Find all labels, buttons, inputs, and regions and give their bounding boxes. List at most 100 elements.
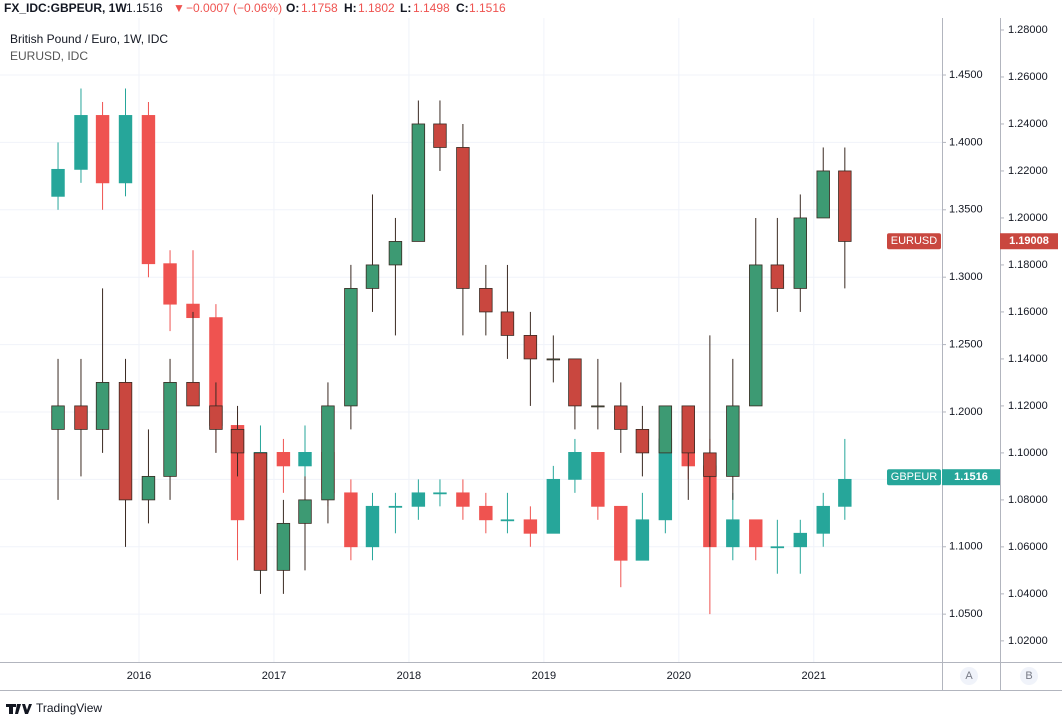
x-tick-label: 2018 [397, 670, 421, 682]
candle-body [523, 335, 538, 360]
candle-body [186, 382, 200, 407]
candle-body [411, 123, 426, 242]
y-tick-label: 1.3000 [949, 271, 983, 283]
scale-button[interactable] [960, 667, 978, 685]
y-tick-label: 1.4000 [949, 136, 983, 148]
scale-button[interactable] [1020, 667, 1038, 685]
candle-body [141, 475, 156, 501]
candle-body [298, 499, 312, 524]
y2-tick-label: 1.04000 [1008, 588, 1048, 600]
y2-tick-label: 1.10000 [1008, 447, 1048, 459]
candle-body [816, 505, 830, 534]
scale-button-label[interactable]: B [1025, 670, 1032, 682]
candle-body [591, 452, 605, 507]
open: 1.1758 [301, 1, 338, 15]
candle-body [500, 519, 515, 522]
legend-item: British Pound / Euro, 1W, IDC [10, 32, 168, 46]
candle-body [658, 405, 673, 454]
o-label: O: [286, 1, 299, 15]
y2-tick-label: 1.20000 [1008, 212, 1048, 224]
y2-tick-label: 1.16000 [1008, 306, 1048, 318]
price-tag-label: 1.1516 [954, 471, 988, 483]
candle-body [95, 382, 110, 430]
x-tick-label: 2019 [532, 670, 556, 682]
series-tag [887, 233, 941, 250]
y2-tick-label: 1.22000 [1008, 165, 1048, 177]
candle-body [51, 405, 65, 430]
candle-body [74, 405, 88, 430]
candle-body [500, 311, 515, 336]
candle-body [479, 288, 493, 313]
y2-tick-label: 1.18000 [1008, 259, 1048, 271]
candle-body [614, 405, 628, 430]
candle-body [770, 264, 785, 289]
candle-body [726, 519, 740, 548]
price-tag [1000, 233, 1058, 250]
symbol: FX_IDC:GBPEUR, 1W [4, 1, 127, 15]
candle-body [546, 358, 561, 361]
series-tag-label: EURUSD [891, 235, 938, 247]
y2-tick-label: 1.28000 [1008, 24, 1048, 36]
candle-body [51, 168, 65, 197]
candle-body [770, 546, 785, 549]
candle-body [388, 241, 403, 266]
price-tag [942, 469, 1000, 486]
candle-body [793, 217, 808, 289]
candle-body [433, 123, 447, 148]
brand[interactable]: TradingView [36, 701, 102, 715]
candle-body [276, 522, 291, 571]
candle-body [163, 263, 177, 305]
l-label: L: [400, 1, 411, 15]
candle-body [749, 264, 763, 407]
brand-logo[interactable] [6, 704, 32, 714]
scale-button-label[interactable]: A [965, 670, 973, 682]
candle-body [276, 452, 291, 467]
y2-tick-label: 1.02000 [1008, 635, 1048, 647]
candle-body [749, 519, 763, 548]
candle-body [591, 405, 605, 408]
candle-body [793, 532, 808, 548]
grid [0, 18, 942, 662]
candle-body [523, 519, 538, 534]
legend-item: EURUSD, IDC [10, 49, 88, 63]
x-tick-label: 2020 [667, 670, 691, 682]
candle-body [703, 452, 717, 477]
candle-body [433, 492, 447, 495]
candle-body [816, 170, 830, 219]
y2-tick-label: 1.24000 [1008, 118, 1048, 130]
candle-body [838, 478, 852, 507]
candle-body [838, 170, 852, 242]
candle-body [456, 147, 470, 289]
price: 1.1516 [126, 1, 163, 15]
candle-body [253, 452, 268, 571]
x-tick-label: 2016 [127, 670, 151, 682]
series-tag-label: GBPEUR [891, 471, 938, 483]
candle-body [118, 382, 133, 501]
candle-body [635, 428, 650, 454]
y-tick-label: 1.2500 [949, 338, 983, 350]
candle-body [298, 452, 312, 467]
x-tick-label: 2021 [802, 670, 826, 682]
candle-body [209, 405, 223, 430]
candles [51, 88, 852, 615]
candle-body [365, 264, 380, 289]
candle-body [614, 505, 628, 561]
y2-tick-label: 1.14000 [1008, 353, 1048, 365]
candle-body [411, 492, 426, 507]
candle-body [456, 492, 470, 507]
y-tick-label: 1.3500 [949, 204, 983, 216]
candle-body [479, 505, 493, 521]
candle-body [344, 288, 358, 407]
candle-body [726, 405, 740, 477]
candle-body [74, 115, 88, 170]
y2-tick-label: 1.12000 [1008, 400, 1048, 412]
high: 1.1802 [358, 1, 395, 15]
candle-body [568, 358, 582, 407]
y2-tick-label: 1.08000 [1008, 494, 1048, 506]
x-tick-label: 2017 [262, 670, 286, 682]
y-tick-label: 1.4500 [949, 69, 983, 81]
y2-tick-label: 1.06000 [1008, 541, 1048, 553]
series-tag [887, 469, 941, 486]
candle-body [118, 115, 133, 184]
